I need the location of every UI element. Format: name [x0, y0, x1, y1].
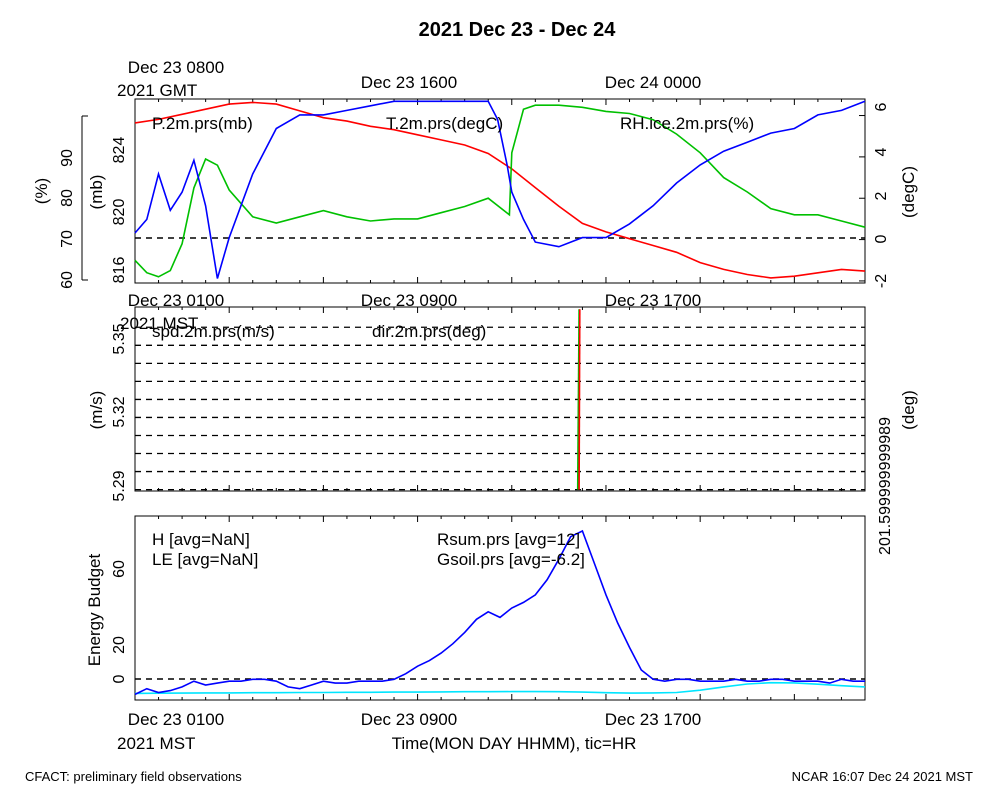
direction-axis-label: (deg) — [899, 390, 918, 430]
energy-tick-60: 60 — [111, 560, 128, 578]
mst-tick-3-upper: Dec 23 1700 — [605, 291, 701, 310]
energy-tick-20: 20 — [111, 636, 128, 654]
mst-tick-2-upper: Dec 23 0900 — [361, 291, 457, 310]
panel-wind: 5.29 5.32 5.35 (m/s) (deg) 201.599999999… — [87, 306, 918, 555]
rh-tick-60: 60 — [59, 271, 76, 289]
energy-axis-label: Energy Budget — [85, 553, 104, 666]
panel-state-frame — [134, 98, 866, 284]
temp-tick-6: 6 — [873, 102, 890, 111]
temp-tick-0: 0 — [873, 234, 890, 243]
panel-energy-x-ticks — [134, 516, 866, 700]
rh-tick-90: 90 — [59, 149, 76, 167]
series-line-speed — [578, 309, 581, 490]
x-axis-label: Time(MON DAY HHMM), tic=HR — [392, 734, 637, 753]
gmt-tick-3: Dec 24 0000 — [605, 73, 701, 92]
legend-gsoil: Gsoil.prs [avg=-6.2] — [437, 550, 585, 569]
speed-axis-label: (m/s) — [87, 391, 106, 430]
pressure-tick-816: 816 — [111, 257, 128, 284]
panel-wind-x-ticks — [134, 307, 866, 491]
mst-year: 2021 MST — [117, 734, 195, 753]
temp-tick-marks — [859, 115, 865, 282]
footer-left: CFACT: preliminary field observations — [25, 769, 242, 784]
temp-tick-2: 2 — [873, 191, 890, 200]
pressure-axis-label: (mb) — [87, 175, 106, 210]
gmt-tick-1: Dec 23 0800 — [128, 58, 224, 77]
legend-direction: dir.2m.prs(deg) — [372, 322, 486, 341]
speed-tick-529: 5.29 — [111, 470, 128, 501]
wind-grid-lines — [135, 326, 865, 491]
mst-tick-1: Dec 23 0100 — [128, 710, 224, 729]
temp-tick-4: 4 — [873, 147, 890, 156]
legend-rh-ice: RH.ice.2m.prs(%) — [620, 114, 754, 133]
panel-energy: 0 20 40 60 Energy Budget H [avg=NaN] LE … — [85, 515, 866, 701]
panel-state: 60 70 80 90 (%) 816 820 824 (mb) -2 0 2 … — [32, 98, 918, 289]
footer-right: NCAR 16:07 Dec 24 2021 MST — [792, 769, 973, 784]
pressure-tick-824: 824 — [111, 137, 128, 164]
legend-speed: spd.2m.prs(m/s) — [152, 322, 275, 341]
panel-energy-frame — [134, 515, 866, 701]
chart-title: 2021 Dec 23 - Dec 24 — [419, 19, 617, 41]
legend-pressure: P.2m.prs(mb) — [152, 114, 253, 133]
gmt-year: 2021 GMT — [117, 81, 197, 100]
speed-tick-532: 5.32 — [111, 396, 128, 427]
temp-tick-m2: -2 — [873, 274, 890, 288]
temp-axis-label: (degC) — [899, 166, 918, 218]
legend-temperature: T.2m.prs(degC) — [386, 114, 503, 133]
series-line-rh-ice — [134, 100, 866, 279]
series-line-pressure — [134, 101, 866, 279]
rh-tick-70: 70 — [59, 230, 76, 248]
mst-year-upper: 2021 MST — [120, 314, 198, 333]
mst-tick-3: Dec 23 1700 — [605, 710, 701, 729]
series-line-direction — [576, 309, 580, 490]
legend-rsum: Rsum.prs [avg=12] — [437, 530, 580, 549]
legend-h: H [avg=NaN] — [152, 530, 250, 549]
mst-tick-1-upper: Dec 23 0100 — [128, 291, 224, 310]
rh-tick-80: 80 — [59, 189, 76, 207]
gmt-tick-2: Dec 23 1600 — [361, 73, 457, 92]
direction-tick: 201.599999999989 — [877, 417, 894, 555]
series-line-gsoil — [134, 681, 866, 695]
pressure-tick-820: 820 — [111, 199, 128, 226]
series-line-rsum — [134, 529, 865, 696]
mst-tick-2: Dec 23 0900 — [361, 710, 457, 729]
series-line-temperature — [134, 104, 866, 278]
legend-le: LE [avg=NaN] — [152, 550, 258, 569]
energy-tick-0: 0 — [111, 674, 128, 683]
rh-axis-label: (%) — [32, 178, 51, 204]
speed-tick-535: 5.35 — [111, 323, 128, 354]
